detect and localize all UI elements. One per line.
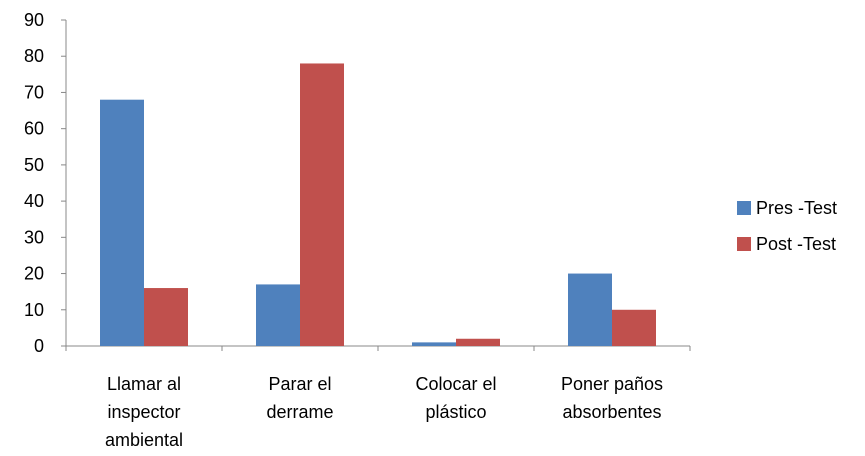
bar-pres-test <box>412 342 456 346</box>
legend-swatch <box>737 237 751 251</box>
y-tick-label: 80 <box>24 46 44 66</box>
y-tick-label: 20 <box>24 264 44 284</box>
y-tick-label: 0 <box>34 336 44 356</box>
x-category-label-line: ambiental <box>105 430 183 450</box>
x-category-label-line: Llamar al <box>107 374 181 394</box>
bar-pres-test <box>256 284 300 346</box>
x-category-label-line: plástico <box>425 402 486 422</box>
x-category-label-line: Poner paños <box>561 374 663 394</box>
legend-label: Pres -Test <box>756 198 837 218</box>
bar-post-test <box>300 63 344 346</box>
y-tick-label: 50 <box>24 155 44 175</box>
y-tick-label: 40 <box>24 191 44 211</box>
legend-label: Post -Test <box>756 234 836 254</box>
x-category-label: Poner paños absorbentes <box>561 374 663 422</box>
legend-swatch <box>737 201 751 215</box>
x-category-label: Parar el derrame <box>266 374 333 422</box>
x-category-label-line: derrame <box>266 402 333 422</box>
bar-pres-test <box>568 273 612 346</box>
y-tick-label: 60 <box>24 119 44 139</box>
bar-post-test <box>612 309 656 346</box>
x-category-label: Llamar al inspector ambiental <box>105 374 183 450</box>
bar-post-test <box>456 338 500 346</box>
bar-post-test <box>144 288 188 346</box>
x-category-label-line: absorbentes <box>562 402 661 422</box>
x-category-label-line: Parar el <box>268 374 331 394</box>
y-tick-label: 90 <box>24 10 44 30</box>
y-tick-label: 70 <box>24 82 44 102</box>
x-category-label-line: Colocar el <box>415 374 496 394</box>
x-category-label: Colocar el plástico <box>415 374 496 422</box>
y-tick-label: 10 <box>24 300 44 320</box>
x-category-label-line: inspector <box>107 402 180 422</box>
y-tick-label: 30 <box>24 227 44 247</box>
bar-pres-test <box>100 99 144 346</box>
